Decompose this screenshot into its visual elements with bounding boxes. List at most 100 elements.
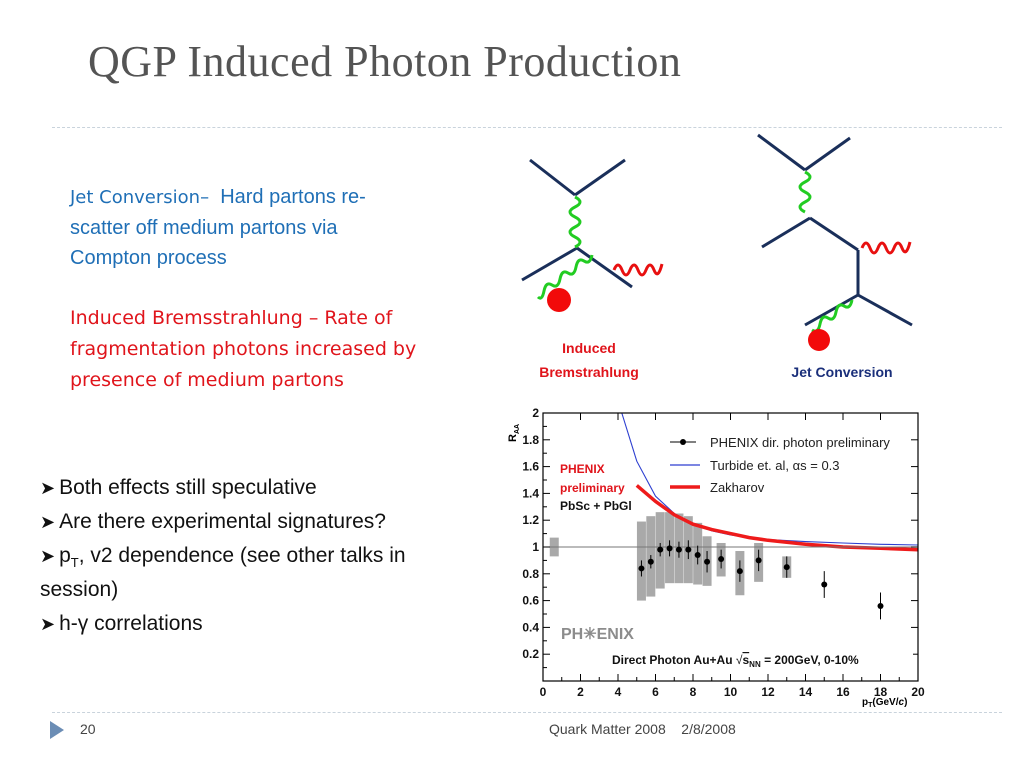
bullet-3: ➤ pT, v2 dependence (see other talks in <box>40 539 406 579</box>
bullet-2-text: Are there experimental signatures? <box>59 510 386 533</box>
left-diagram-label-1: Induced <box>562 340 616 356</box>
data-point <box>821 581 828 588</box>
bullet-3-rest: , v2 dependence (see other talks in <box>78 544 406 567</box>
bullet-4-text: h-γ correlations <box>59 612 203 635</box>
sqrt-symbol-icon: √ <box>736 653 743 667</box>
bullet-3-subscript: T <box>70 555 79 571</box>
data-point <box>755 557 762 564</box>
x-tick-label: 14 <box>799 685 813 699</box>
x-tick-label: 18 <box>874 685 888 699</box>
arrow-bullet-icon: ➤ <box>40 512 56 532</box>
jet-conversion-line1: Hard partons re- <box>220 186 366 208</box>
quark-line <box>521 246 578 282</box>
gluon-line <box>568 195 582 249</box>
arrow-bullet-icon: ➤ <box>40 478 56 498</box>
legend-label-turbide: Turbide et. al, αs = 0.3 <box>710 458 840 473</box>
jet-conversion-head: Jet Conversion– <box>70 187 210 208</box>
y-tick-label: 0.4 <box>522 620 539 634</box>
data-point <box>666 545 673 552</box>
right-diagram-label: Jet Conversion <box>791 364 892 380</box>
feynman-diagrams: Induced Bremstrahlung Jet Conversion <box>521 133 913 380</box>
jet-conversion-diagram: Jet Conversion <box>757 133 913 380</box>
data-point <box>718 556 725 563</box>
x-tick-label: 10 <box>724 685 738 699</box>
quark-line <box>857 293 913 327</box>
gluon-line <box>811 299 854 333</box>
quark-line <box>804 293 859 327</box>
brems-line3: presence of medium partons <box>70 369 344 391</box>
medium-parton-dot <box>808 329 830 351</box>
y-tick-label: 1.8 <box>522 433 539 447</box>
arrow-bullet-icon: ➤ <box>40 614 56 634</box>
x-tick-label: 16 <box>836 685 850 699</box>
gluon-line <box>536 254 594 300</box>
bullet-3-continuation: session) <box>40 578 119 601</box>
quark-line <box>574 158 626 197</box>
quark-line <box>809 216 859 252</box>
caption-sub: NN <box>749 660 761 669</box>
y-tick-label: 0.2 <box>522 647 539 661</box>
x-tick-label: 6 <box>652 685 659 699</box>
photon-wavy-line <box>612 263 664 277</box>
annotation-preliminary: preliminary <box>560 481 625 495</box>
data-point <box>657 546 664 553</box>
induced-bremsstrahlung-diagram: Induced Bremstrahlung <box>521 158 664 380</box>
bullet-2: ➤ Are there experimental signatures? <box>40 505 386 539</box>
y-tick-label: 1.2 <box>522 513 539 527</box>
x-tick-label: 12 <box>761 685 775 699</box>
x-axis-label: pT(GeV/c) <box>862 697 907 709</box>
arrow-bullet-icon: ➤ <box>40 546 56 566</box>
bremsstrahlung-text: Induced Bremsstrahlung – Rate of fragmen… <box>70 303 416 396</box>
footer-text: Quark Matter 2008 2/8/2008 <box>549 721 736 737</box>
x-tick-label: 20 <box>911 685 925 699</box>
quark-line <box>804 136 851 172</box>
data-point <box>783 564 790 571</box>
data-point <box>638 565 645 572</box>
legend-label-phenix: PHENIX dir. photon preliminary <box>710 435 890 450</box>
photon-wavy-line <box>860 241 912 255</box>
data-point <box>675 546 682 553</box>
footer-divider <box>52 712 1002 713</box>
raa-chart: 0 2 4 6 8 10 12 14 16 18 20 0.2 0.4 0.6 0.8 1 1.2 1.4 1.6 1… <box>500 406 930 710</box>
bullet-1: ➤ Both effects still speculative <box>40 471 317 505</box>
y-tick-label: 0.8 <box>522 567 539 581</box>
quark-line <box>757 133 806 172</box>
y-tick-label: 1 <box>532 540 539 554</box>
svg-text:Direct Photon Au+Au √sNN = 200: Direct Photon Au+Au √sNN = 200GeV, 0-10% <box>612 653 859 669</box>
data-point <box>736 568 743 575</box>
annotation-detector: PbSc + PbGl <box>560 499 632 513</box>
caption-sqrt: s <box>742 653 749 667</box>
y-tick-label: 1.4 <box>522 486 539 500</box>
slide-number: 20 <box>80 721 96 737</box>
data-point <box>694 552 701 559</box>
caption-suffix: = 200GeV, 0-10% <box>761 653 859 667</box>
x-tick-label: 2 <box>577 685 584 699</box>
bullet-3-text: p <box>59 544 71 567</box>
plot-frame <box>542 412 919 682</box>
footer-triangle-icon <box>50 721 64 739</box>
medium-parton-dot <box>547 288 571 312</box>
y-tick-label: 0.6 <box>522 594 539 608</box>
data-point <box>647 558 654 565</box>
brems-line1: Induced Bremsstrahlung – Rate of <box>70 307 393 329</box>
phenix-logo: PH✳ENIX <box>561 626 634 643</box>
quark-line <box>761 216 811 249</box>
bullet-1-text: Both effects still speculative <box>59 476 317 499</box>
legend-marker-dot <box>680 439 686 445</box>
x-tick-label: 0 <box>540 685 547 699</box>
title-divider <box>52 127 1002 128</box>
bullet-4: ➤ h-γ correlations <box>40 607 203 641</box>
data-point <box>685 546 692 553</box>
caption-prefix: Direct Photon Au+Au <box>612 653 736 667</box>
quark-line <box>529 158 576 197</box>
quark-line <box>576 246 633 289</box>
jet-conversion-text: Jet Conversion– Hard partons re- scatter… <box>70 182 366 273</box>
x-tick-label: 8 <box>690 685 697 699</box>
brems-line2: fragmentation photons increased by <box>70 338 417 360</box>
chart-caption: Direct Photon Au+Au √sNN = 200GeV, 0-10% <box>608 648 913 670</box>
data-point <box>704 558 711 565</box>
jet-conversion-line3: Compton process <box>70 247 227 269</box>
x-tick-label: 4 <box>615 685 622 699</box>
slide-title: QGP Induced Photon Production <box>88 37 682 86</box>
legend-label-zakharov: Zakharov <box>710 480 765 495</box>
